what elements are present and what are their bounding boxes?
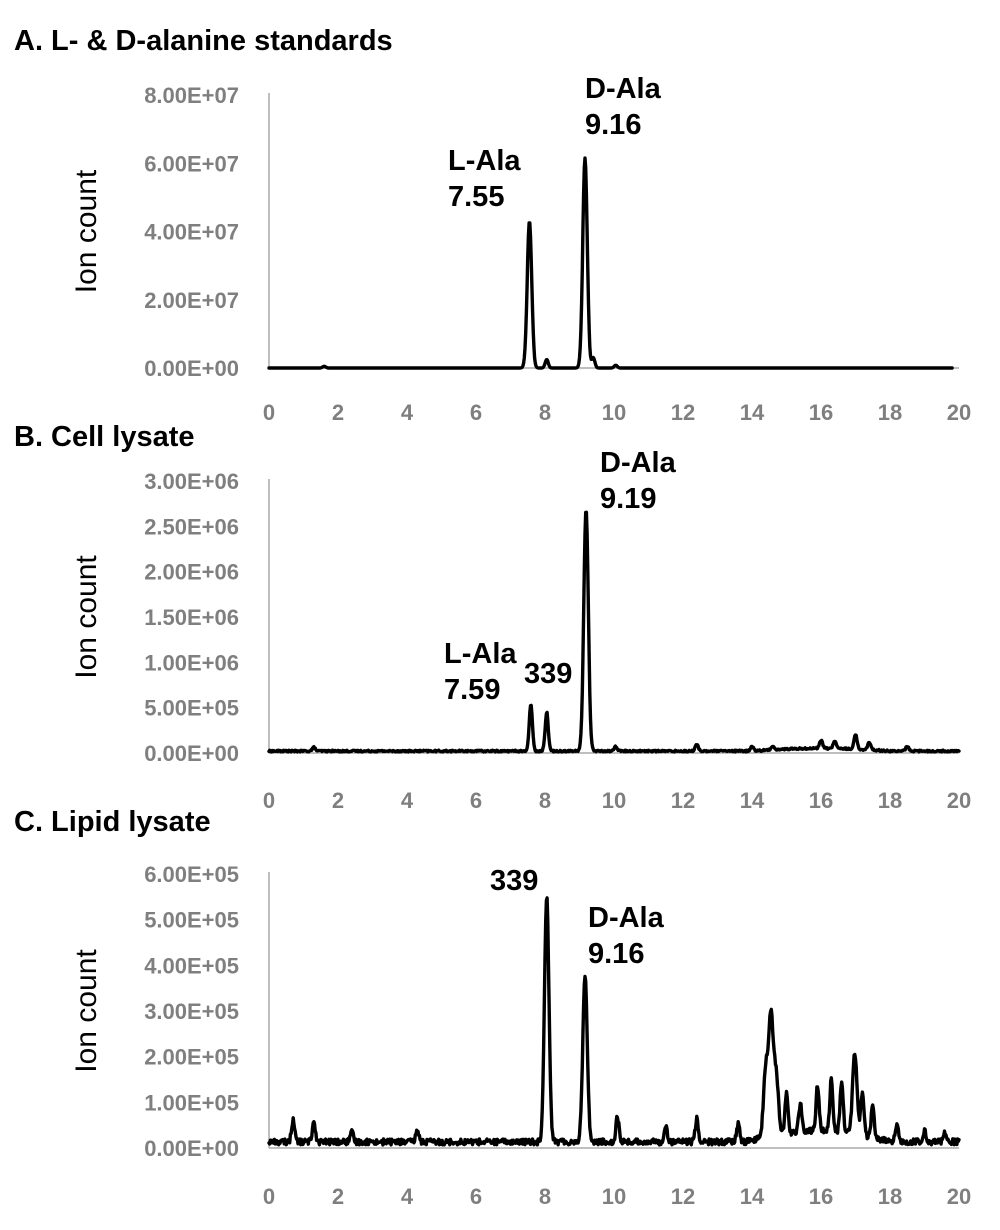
y-tick-label: 0.00E+00	[144, 1136, 239, 1161]
peak-annotation-line: 339	[490, 865, 538, 897]
peak-annotation-line: L-Ala	[444, 638, 517, 670]
peak-annotation: D-Ala 9.16	[588, 902, 665, 970]
y-tick-label: 5.00E+05	[144, 908, 239, 933]
chromatogram-trace	[267, 896, 961, 1147]
y-tick-label: 6.00E+07	[144, 151, 239, 176]
x-tick-label: 14	[740, 788, 765, 813]
peak-annotation-line: D-Ala	[588, 902, 665, 934]
y-tick-label: 5.00E+05	[144, 696, 239, 721]
peak-annotation: D-Ala 9.16	[585, 73, 662, 141]
peak-annotation-line: L-Ala	[448, 145, 521, 177]
y-tick-label: 2.50E+06	[144, 514, 239, 539]
peak-annotation: L-Ala 7.55	[448, 145, 521, 213]
chart-panel-b: B. Cell lysate 0.00E+00 5.00E+05 1.00E+06 1.…	[14, 421, 971, 813]
y-axis-label: Ion count	[70, 555, 103, 679]
y-tick-label: 3.00E+05	[144, 999, 239, 1024]
x-tick-label: 10	[602, 788, 626, 813]
panel-title: A. L- & D-alanine standards	[14, 25, 393, 57]
x-tick-label: 10	[602, 400, 626, 425]
panel-title: B. Cell lysate	[14, 421, 195, 453]
peak-annotation-line: 7.59	[444, 674, 500, 706]
y-tick-label: 6.00E+05	[144, 862, 239, 887]
x-tick-label: 14	[740, 400, 765, 425]
chromatogram-trace	[267, 510, 961, 754]
y-tick-label: 0.00E+00	[144, 356, 239, 381]
x-tick-label: 12	[671, 400, 695, 425]
x-tick-label: 0	[263, 1184, 275, 1209]
x-tick-label: 18	[878, 788, 902, 813]
y-tick-label: 2.00E+06	[144, 560, 239, 585]
y-tick-label: 4.00E+05	[144, 953, 239, 978]
peak-annotation-line: 9.16	[588, 938, 644, 970]
y-tick-label: 8.00E+07	[144, 83, 239, 108]
peak-annotation: 339	[490, 865, 538, 897]
x-tick-label: 8	[539, 400, 551, 425]
x-tick-label: 4	[401, 400, 414, 425]
y-tick-label: 3.00E+06	[144, 469, 239, 494]
x-tick-label: 16	[809, 788, 833, 813]
y-tick-label: 2.00E+07	[144, 288, 239, 313]
x-tick-label: 20	[947, 400, 971, 425]
x-tick-label: 18	[878, 1184, 902, 1209]
y-tick-label: 0.00E+00	[144, 741, 239, 766]
peak-annotation: D-Ala 9.19	[600, 447, 677, 515]
x-tick-label: 2	[332, 400, 344, 425]
x-tick-label: 0	[263, 788, 275, 813]
x-tick-label: 6	[470, 1184, 482, 1209]
x-tick-label: 4	[401, 788, 414, 813]
x-tick-label: 6	[470, 788, 482, 813]
x-tick-label: 14	[740, 1184, 765, 1209]
x-tick-label: 4	[401, 1184, 414, 1209]
panel-title: C. Lipid lysate	[14, 806, 211, 838]
x-tick-label: 2	[332, 1184, 344, 1209]
x-tick-label: 10	[602, 1184, 626, 1209]
x-tick-label: 16	[809, 1184, 833, 1209]
peak-annotation: L-Ala 7.59	[444, 638, 517, 706]
peak-annotation-line: D-Ala	[600, 447, 677, 479]
y-tick-label: 1.50E+06	[144, 605, 239, 630]
peak-annotation-line: 339	[524, 658, 572, 690]
x-tick-label: 8	[539, 1184, 551, 1209]
y-tick-label: 1.00E+06	[144, 650, 239, 675]
x-tick-label: 6	[470, 400, 482, 425]
y-tick-label: 1.00E+05	[144, 1090, 239, 1115]
x-tick-label: 8	[539, 788, 551, 813]
y-tick-label: 4.00E+07	[144, 220, 239, 245]
x-tick-label: 12	[671, 1184, 695, 1209]
chart-panel-c: C. Lipid lysate 0.00E+00 1.00E+05 2.00E+05 3…	[14, 806, 971, 1209]
chart-panel-a: A. L- & D-alanine standards 0.00E+00 2.00E…	[14, 25, 971, 425]
peak-annotation-line: 7.55	[448, 181, 504, 213]
y-axis-label: Ion count	[70, 949, 103, 1073]
y-axis-label: Ion count	[70, 169, 103, 293]
chromatogram-trace	[267, 156, 954, 370]
peak-annotation-line: 9.16	[585, 109, 641, 141]
x-tick-label: 20	[947, 1184, 971, 1209]
x-tick-label: 20	[947, 788, 971, 813]
peak-annotation-line: 9.19	[600, 483, 656, 515]
x-tick-label: 18	[878, 400, 902, 425]
x-tick-label: 0	[263, 400, 275, 425]
peak-annotation-line: D-Ala	[585, 73, 662, 105]
x-tick-label: 16	[809, 400, 833, 425]
peak-annotation: 339	[524, 658, 572, 690]
x-tick-label: 12	[671, 788, 695, 813]
x-tick-label: 2	[332, 788, 344, 813]
y-tick-label: 2.00E+05	[144, 1045, 239, 1070]
